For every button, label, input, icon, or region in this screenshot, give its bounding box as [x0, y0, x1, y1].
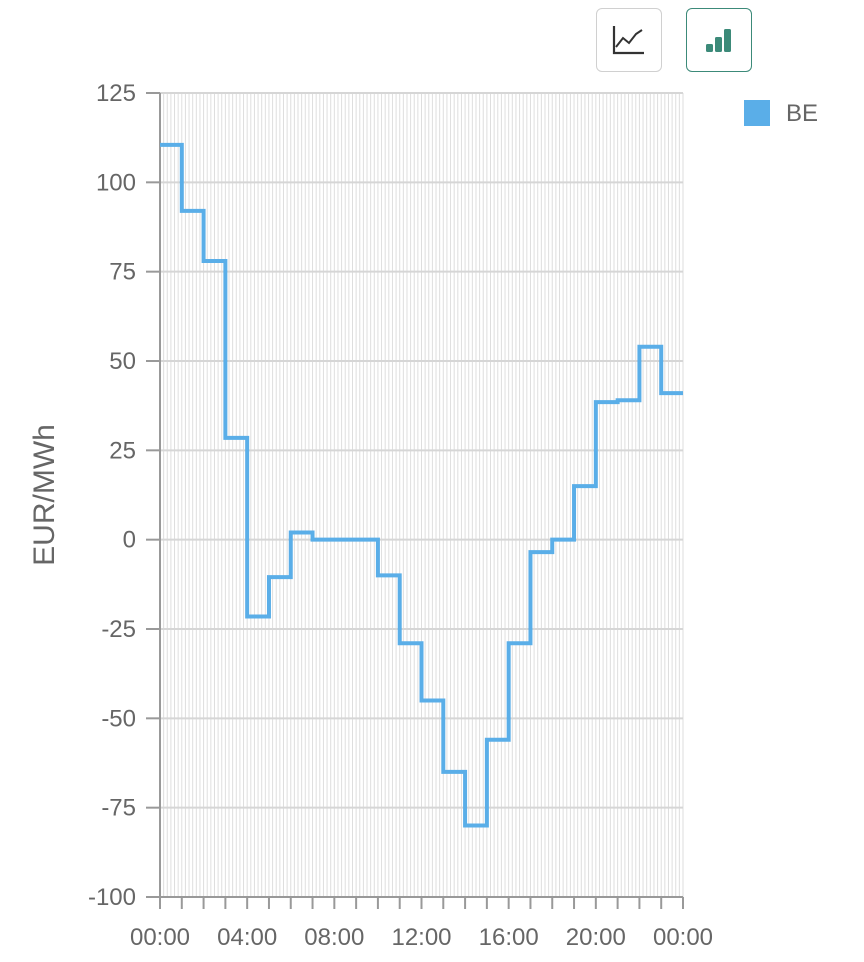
y-axis-title: EUR/MWh — [28, 424, 61, 566]
x-tick-label: 00:00 — [653, 924, 713, 951]
y-tick-label: -25 — [101, 616, 136, 643]
y-tick-label: 75 — [109, 259, 136, 286]
chart-series — [160, 142, 683, 828]
chart-grid — [159, 92, 684, 898]
y-tick-label: 25 — [109, 437, 136, 464]
y-tick-label: 0 — [123, 527, 136, 554]
x-tick-label: 08:00 — [304, 924, 364, 951]
x-tick-label: 20:00 — [566, 924, 626, 951]
legend-swatch[interactable] — [744, 100, 770, 126]
line-chart-icon — [612, 26, 644, 55]
x-tick-label: 12:00 — [391, 924, 451, 951]
y-tick-label: -50 — [101, 705, 136, 732]
x-tick-label: 16:00 — [479, 924, 539, 951]
chart-axes: 125 100 75 50 25 0 -25 -50 -75 -100 00:00 04:00 08:0… — [88, 80, 713, 951]
legend-label[interactable]: BE — [786, 100, 818, 127]
chart-legend[interactable]: BE — [744, 100, 818, 127]
x-tick-label: 00:00 — [130, 924, 190, 951]
x-tick-label: 04:00 — [217, 924, 277, 951]
y-tick-label: -100 — [88, 884, 136, 911]
bar-chart-button[interactable] — [686, 8, 752, 72]
y-tick-label: 50 — [109, 348, 136, 375]
series-line-be — [160, 142, 683, 828]
line-chart-button[interactable] — [596, 8, 662, 72]
y-tick-label: 100 — [96, 169, 136, 196]
bar-chart-icon — [706, 29, 731, 52]
y-tick-label: 125 — [96, 80, 136, 107]
y-tick-label: -75 — [101, 795, 136, 822]
